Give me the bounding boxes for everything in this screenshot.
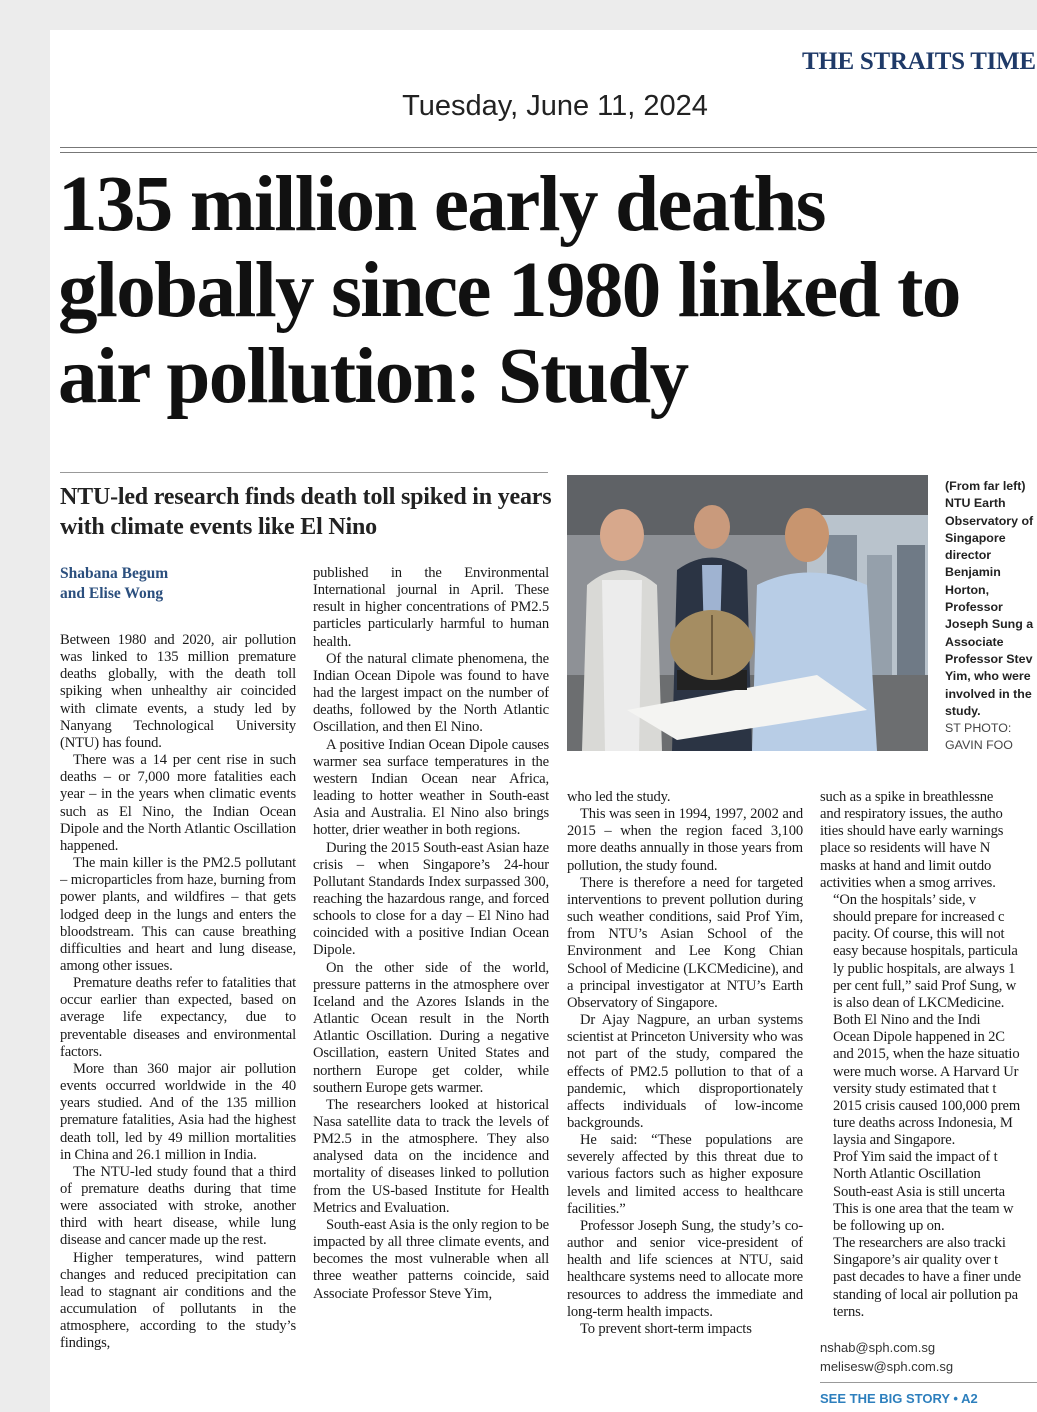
text-line: be following up on. — [833, 1218, 1037, 1235]
paragraph: More than 360 major air pollution events… — [60, 1061, 296, 1164]
masthead: THE STRAITS TIMES — [802, 48, 1037, 76]
paragraph: The researchers looked at historical Nas… — [313, 1097, 549, 1217]
text-line: The researchers are also tracki — [833, 1235, 1037, 1252]
paragraph: A positive Indian Ocean Dipole causes wa… — [313, 737, 549, 840]
paragraph: There was a 14 per cent rise in such dea… — [60, 752, 296, 855]
paragraph: Premature deaths refer to fatalities tha… — [60, 975, 296, 1061]
text-line: Ocean Dipole happened in 2C — [833, 1029, 1037, 1046]
paragraph: The main killer is the PM2.5 pollutant –… — [60, 855, 296, 975]
email: nshab@sph.com.sg — [820, 1338, 953, 1357]
text-line: activities when a smog arrives. — [820, 875, 1037, 892]
paragraph: This was seen in 1994, 1997, 2002 and 20… — [567, 806, 803, 875]
paragraph: During the 2015 South-east Asian haze cr… — [313, 840, 549, 960]
paragraph: who led the study. — [567, 789, 803, 806]
rule — [60, 152, 1037, 153]
text-line: standing of local air pollution pa — [833, 1287, 1037, 1304]
text-line: pacity. Of course, this will not — [833, 926, 1037, 943]
text-line: versity study estimated that t — [833, 1081, 1037, 1098]
caption-line: (From far left) — [945, 478, 1037, 495]
byline-line: Shabana Begum — [60, 564, 168, 584]
body-column: who led the study.This was seen in 1994,… — [567, 789, 803, 1412]
newspaper-page: THE STRAITS TIMES Tuesday, June 11, 2024… — [50, 30, 1037, 1412]
text-line: Both El Nino and the Indi — [833, 1012, 1037, 1029]
paragraph: published in the Environmental Internati… — [313, 565, 549, 651]
text-line: 2015 crisis caused 100,000 prem — [833, 1098, 1037, 1115]
see-big-story-link[interactable]: SEE THE BIG STORY • A2 — [820, 1391, 978, 1406]
caption-line: Professor Stev — [945, 651, 1037, 668]
byline-line: and Elise Wong — [60, 584, 168, 604]
text-line: place so residents will have N — [820, 840, 1037, 857]
text-line: North Atlantic Oscillation — [833, 1166, 1037, 1183]
paragraph: South-east Asia is the only region to be… — [313, 1217, 549, 1303]
page-backdrop: THE STRAITS TIMES Tuesday, June 11, 2024… — [0, 0, 1037, 1412]
paragraph: Higher temperatures, wind pattern change… — [60, 1250, 296, 1353]
text-line: Singapore’s air quality over t — [833, 1252, 1037, 1269]
caption-line: Horton, — [945, 582, 1037, 599]
body-column: published in the Environmental Internati… — [313, 565, 549, 1412]
text-line: laysia and Singapore. — [833, 1132, 1037, 1149]
paragraph: Between 1980 and 2020, air pollution was… — [60, 632, 296, 752]
paragraph: Professor Joseph Sung, the study’s co-au… — [567, 1218, 803, 1321]
rule — [60, 472, 548, 473]
text-line: ly public hospitals, are always 1 — [833, 961, 1037, 978]
paragraph: Dr Ajay Nagpure, an urban systems scient… — [567, 1012, 803, 1132]
caption-line: Joseph Sung a — [945, 616, 1037, 633]
text-line: should prepare for increased c — [833, 909, 1037, 926]
text-line: masks at hand and limit outdo — [820, 858, 1037, 875]
paragraph: Of the natural climate phenomena, the In… — [313, 651, 549, 737]
paragraph: There is therefore a need for targeted i… — [567, 875, 803, 1012]
caption-line: NTU Earth — [945, 495, 1037, 512]
caption-line: Singapore — [945, 530, 1037, 547]
email: melisesw@sph.com.sg — [820, 1357, 953, 1376]
text-line: This is one area that the team w — [833, 1201, 1037, 1218]
text-line: terns. — [833, 1304, 1037, 1321]
text-line: were much worse. A Harvard Ur — [833, 1064, 1037, 1081]
paragraph: He said: “These populations are severely… — [567, 1132, 803, 1218]
photo-credit: ST PHOTO: — [945, 720, 1037, 737]
text-line: such as a spike in breathlessne — [820, 789, 1037, 806]
date: Tuesday, June 11, 2024 — [50, 90, 1037, 123]
caption-line: Associate — [945, 634, 1037, 651]
paragraph: To prevent short-term impacts — [567, 1321, 803, 1338]
text-line: ities should have early warnings — [820, 823, 1037, 840]
text-line: past decades to have a finer unde — [833, 1269, 1037, 1286]
text-line: ture deaths across Indonesia, M — [833, 1115, 1037, 1132]
text-line: and respiratory issues, the autho — [820, 806, 1037, 823]
caption-line: Professor — [945, 599, 1037, 616]
caption-line: study. — [945, 703, 1037, 720]
rule — [820, 1382, 1037, 1383]
rule — [60, 147, 1037, 148]
text-line: and 2015, when the haze situatio — [833, 1046, 1037, 1063]
photo-credit: GAVIN FOO — [945, 737, 1037, 754]
subheadline: NTU-led research finds death toll spiked… — [60, 482, 555, 542]
paragraph: On the other side of the world, pressure… — [313, 960, 549, 1097]
headline: 135 million early deaths globally since … — [58, 162, 1033, 420]
caption-line: Benjamin — [945, 564, 1037, 581]
caption-line: director — [945, 547, 1037, 564]
text-line: is also dean of LKCMedicine. — [833, 995, 1037, 1012]
photo — [567, 475, 928, 751]
paragraph: The NTU-led study found that a third of … — [60, 1164, 296, 1250]
text-line: “On the hospitals’ side, v — [833, 892, 1037, 909]
text-line: South-east Asia is still uncerta — [833, 1184, 1037, 1201]
caption-line: involved in the — [945, 686, 1037, 703]
text-line: per cent full,” said Prof Sung, w — [833, 978, 1037, 995]
caption-line: Yim, who were — [945, 668, 1037, 685]
caption-line: Observatory of — [945, 513, 1037, 530]
body-column: Between 1980 and 2020, air pollution was… — [60, 632, 296, 1412]
text-line: Prof Yim said the impact of t — [833, 1149, 1037, 1166]
text-line: easy because hospitals, particula — [833, 943, 1037, 960]
